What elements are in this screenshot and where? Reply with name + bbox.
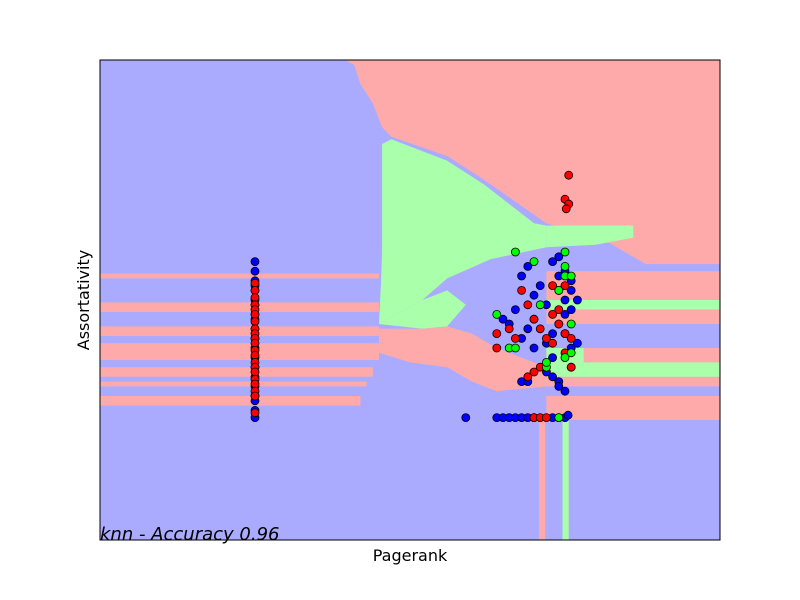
data-point-green	[566, 319, 576, 329]
decision-region-red	[100, 396, 361, 406]
data-point-red	[517, 285, 526, 295]
decision-region-red	[100, 343, 379, 360]
decision-region-green	[546, 362, 720, 377]
data-point-blue	[517, 271, 526, 281]
data-point-green	[511, 247, 520, 257]
data-point-red	[560, 281, 570, 291]
data-point-red	[250, 309, 260, 319]
decision-region-green	[562, 415, 569, 540]
data-point-red	[492, 343, 502, 353]
data-point-blue	[529, 290, 539, 300]
data-point-blue	[560, 309, 570, 319]
data-point-green	[511, 343, 520, 353]
data-point-blue	[529, 343, 539, 353]
data-point-red	[554, 319, 564, 329]
data-point-red	[542, 413, 551, 423]
data-point-blue	[563, 410, 573, 420]
decision-region-red	[100, 381, 367, 387]
decision-region-red	[546, 348, 720, 363]
decision-region-red	[546, 271, 720, 300]
decision-region-red	[538, 415, 546, 540]
data-point-red	[250, 367, 260, 377]
data-point-red	[250, 285, 260, 295]
decision-region-red	[546, 309, 720, 324]
decision-region-green	[379, 139, 547, 324]
x-axis-label: Pagerank	[373, 546, 448, 565]
data-point-blue	[535, 281, 545, 291]
data-point-red	[535, 324, 545, 334]
data-point-green	[566, 348, 576, 358]
plot-frame	[99, 59, 721, 541]
data-point-green	[554, 285, 564, 295]
data-point-green	[560, 353, 570, 363]
data-point-blue	[548, 372, 557, 382]
data-point-green	[535, 300, 545, 310]
data-point-red	[523, 300, 533, 310]
data-point-red	[492, 329, 502, 339]
data-point-blue	[560, 295, 570, 305]
data-point-red	[529, 367, 539, 377]
data-point-blue	[523, 324, 533, 334]
data-point-red	[511, 333, 520, 343]
data-point-red	[566, 362, 576, 372]
y-axis-label: Assortativity	[74, 250, 93, 350]
data-point-red	[250, 408, 260, 418]
decision-region-red	[100, 302, 379, 312]
plot-area	[99, 59, 721, 541]
data-point-red	[554, 305, 564, 315]
decision-region-red	[344, 60, 720, 264]
data-point-red	[529, 314, 539, 324]
data-point-green	[529, 257, 539, 267]
data-point-blue	[573, 338, 582, 348]
data-point-blue	[250, 266, 260, 276]
data-point-red	[250, 379, 260, 389]
data-point-red	[548, 309, 557, 319]
data-point-blue	[554, 381, 564, 391]
decision-region-red	[100, 367, 373, 377]
decision-region-red	[546, 396, 720, 420]
decision-region-green	[546, 300, 720, 310]
data-point-blue	[461, 413, 471, 423]
accuracy-annotation: knn - Accuracy 0.96	[100, 524, 279, 545]
data-point-red	[542, 333, 551, 343]
data-point-red	[548, 281, 557, 291]
data-point-green	[560, 261, 570, 271]
data-point-red	[523, 372, 533, 382]
data-points	[250, 170, 582, 423]
decision-region-green	[546, 225, 634, 248]
data-point-red	[564, 170, 574, 180]
data-point-red	[250, 391, 260, 401]
data-point-green	[542, 357, 551, 367]
data-point-blue	[511, 305, 520, 315]
data-point-blue	[566, 305, 576, 315]
data-point-blue	[548, 329, 557, 339]
data-point-blue	[498, 314, 508, 324]
data-point-green	[566, 271, 576, 281]
data-point-blue	[560, 386, 570, 396]
data-point-blue	[566, 285, 576, 295]
decision-regions	[100, 60, 720, 540]
data-point-red	[566, 333, 576, 343]
data-point-blue	[250, 257, 260, 267]
decision-region-red	[100, 326, 379, 336]
decision-region-green	[379, 290, 466, 329]
data-point-blue	[548, 257, 557, 267]
data-point-green	[560, 247, 570, 257]
data-point-blue	[548, 353, 557, 363]
data-point-blue	[523, 261, 533, 271]
data-point-red	[504, 324, 514, 334]
data-point-green	[492, 309, 502, 319]
data-point-red	[561, 204, 571, 214]
data-point-blue	[554, 252, 564, 262]
decision-region-red	[379, 326, 547, 392]
decision-region-red	[100, 273, 379, 279]
data-point-green	[554, 413, 564, 423]
data-point-red	[560, 329, 570, 339]
data-point-blue	[573, 295, 582, 305]
data-point-red	[548, 338, 557, 348]
